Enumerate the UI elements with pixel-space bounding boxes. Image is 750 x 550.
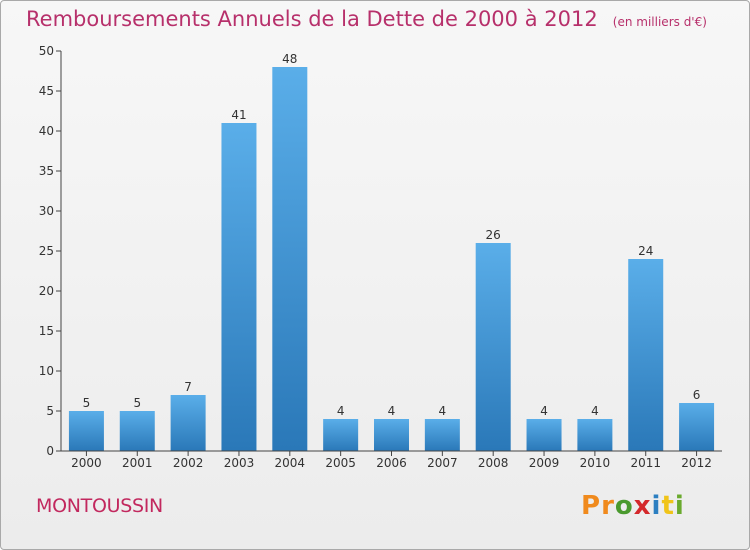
bar-2007: [424, 419, 460, 451]
bar-value-label: 4: [439, 404, 447, 418]
bar-2000: [68, 411, 104, 451]
y-tick-label: 40: [39, 124, 54, 138]
bars: 5 5 7 41 48 4 4 4 26 4 4 24 6: [68, 52, 715, 451]
bar-value-label: 4: [540, 404, 548, 418]
x-tick-label: 2004: [275, 456, 306, 470]
y-tick-label: 35: [39, 164, 54, 178]
proxiti-logo: Proxiti: [581, 491, 685, 521]
bar-value-label: 5: [83, 396, 91, 410]
bar-value-label: 24: [638, 244, 653, 258]
bar-value-label: 48: [282, 52, 297, 66]
commune-name: MONTOUSSIN: [36, 495, 163, 517]
x-tick-label: 2000: [71, 456, 102, 470]
x-tick-label: 2001: [122, 456, 153, 470]
y-tick-label: 15: [39, 324, 54, 338]
y-tick-label: 50: [39, 44, 54, 58]
x-tick-label: 2010: [580, 456, 611, 470]
chart-title: Remboursements Annuels de la Dette de 20…: [26, 7, 598, 31]
bar-value-label: 26: [486, 228, 501, 242]
x-tick-label: 2005: [325, 456, 356, 470]
x-tick-label: 2006: [376, 456, 407, 470]
bar-value-label: 4: [388, 404, 396, 418]
logo-letter: t: [661, 491, 675, 521]
bar-value-label: 6: [693, 388, 701, 402]
bar-value-label: 4: [337, 404, 345, 418]
x-axis: 2000 2001 2002 2003 2004 2005 2006 2007 2008 2009…: [61, 450, 722, 470]
bar-value-label: 4: [591, 404, 599, 418]
logo-letter: i: [674, 491, 685, 521]
y-tick-label: 25: [39, 244, 54, 258]
x-tick-label: 2008: [478, 456, 509, 470]
bar-2003: [221, 123, 257, 451]
bar-2009: [526, 419, 562, 451]
bar-2006: [374, 419, 409, 451]
x-tick-label: 2003: [224, 456, 255, 470]
logo-letter: x: [633, 491, 652, 521]
chart-unit: (en milliers d'€): [612, 15, 707, 29]
x-tick-label: 2012: [681, 456, 712, 470]
bar-value-label: 7: [184, 380, 192, 394]
logo-letter: P: [581, 491, 602, 521]
logo-letter: o: [614, 491, 634, 521]
bar-2005: [323, 419, 359, 451]
x-tick-label: 2007: [427, 456, 458, 470]
y-tick-label: 45: [39, 84, 54, 98]
bar-value-label: 5: [133, 396, 141, 410]
x-tick-label: 2011: [630, 456, 661, 470]
bar-2008: [475, 243, 511, 451]
bar-2002: [170, 395, 206, 451]
logo-letter: i: [651, 491, 662, 521]
y-axis: 0 5 10 15 20 25 30 35 40 45 50: [39, 44, 62, 458]
y-tick-label: 10: [39, 364, 54, 378]
y-tick-label: 5: [46, 404, 54, 418]
x-tick-label: 2009: [529, 456, 560, 470]
bar-2012: [679, 403, 715, 451]
bar-2001: [119, 411, 155, 451]
bar-2010: [577, 419, 613, 451]
logo-letter: r: [601, 491, 615, 521]
x-tick-label: 2002: [173, 456, 204, 470]
y-tick-label: 20: [39, 284, 54, 298]
y-tick-label: 30: [39, 204, 54, 218]
bar-2004: [272, 67, 308, 451]
y-tick-label: 0: [46, 444, 54, 458]
bar-value-label: 41: [231, 108, 246, 122]
title-row: Remboursements Annuels de la Dette de 20…: [26, 7, 707, 31]
bar-2011: [628, 259, 664, 451]
